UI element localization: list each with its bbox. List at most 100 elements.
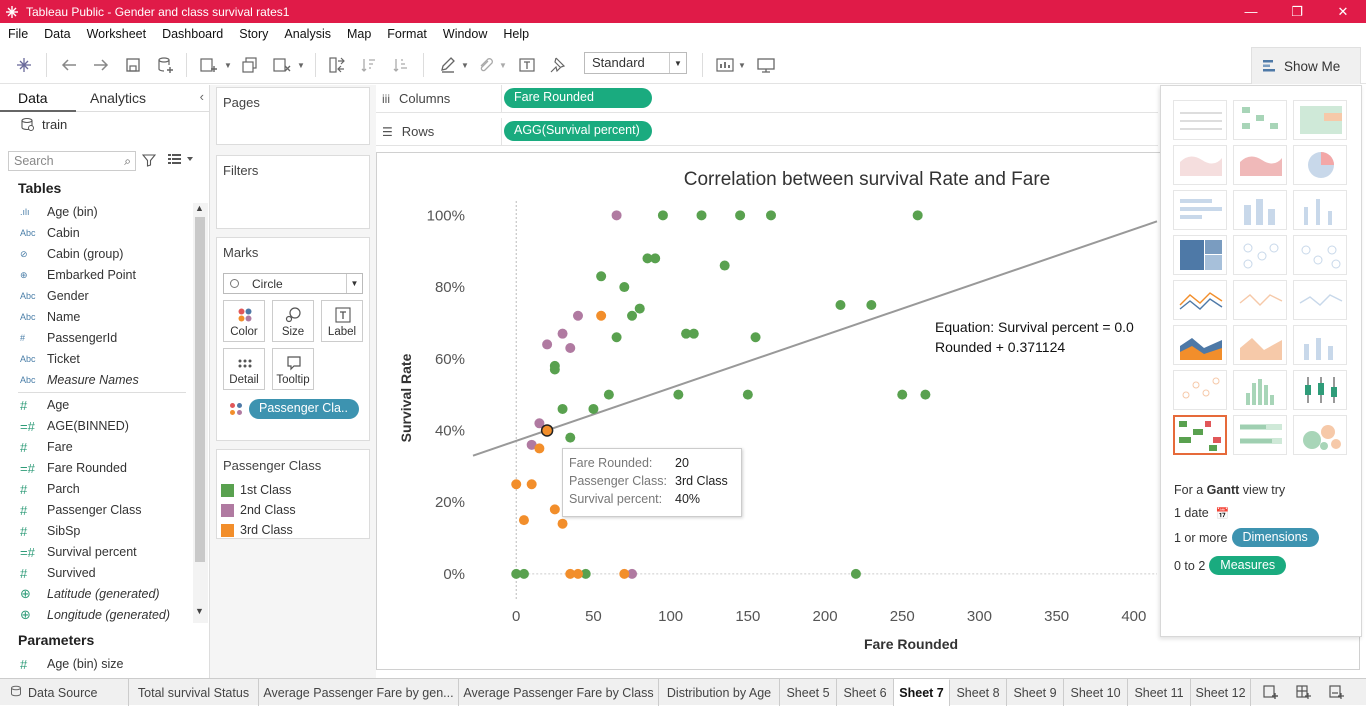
- show-me-packed-bubbles[interactable]: [1293, 415, 1347, 455]
- show-me-treemap[interactable]: [1173, 235, 1227, 275]
- show-me-button[interactable]: Show Me: [1251, 47, 1361, 84]
- collapse-pane-icon[interactable]: ‹: [199, 89, 204, 104]
- new-worksheet-dropdown-icon[interactable]: ▼: [224, 60, 232, 70]
- scroll-down-icon[interactable]: ▼: [195, 606, 204, 616]
- show-me-box-and-whisker[interactable]: [1293, 370, 1347, 410]
- sheet-tab[interactable]: Distribution by Age: [659, 679, 780, 706]
- sheet-tab[interactable]: Sheet 11: [1128, 679, 1191, 706]
- show-me-side-by-side-circles[interactable]: [1293, 235, 1347, 275]
- group-members-icon[interactable]: [474, 54, 496, 76]
- field-item[interactable]: ⊕ Latitude (generated): [20, 584, 190, 604]
- tab-data[interactable]: Data: [18, 90, 48, 106]
- rows-drop-zone[interactable]: AGG(Survival percent): [501, 118, 1158, 146]
- show-me-highlight-table[interactable]: [1293, 100, 1347, 140]
- pages-card[interactable]: Pages: [216, 87, 370, 145]
- close-button[interactable]: ✕: [1337, 3, 1349, 19]
- menu-data[interactable]: Data: [44, 27, 71, 41]
- show-me-symbol-map[interactable]: [1173, 145, 1227, 185]
- filter-icon[interactable]: [141, 153, 157, 170]
- show-me-heat-map[interactable]: [1233, 100, 1287, 140]
- sheet-tab[interactable]: Sheet 8: [950, 679, 1007, 706]
- menu-help[interactable]: Help: [503, 27, 530, 41]
- minimize-button[interactable]: —: [1244, 4, 1258, 19]
- show-me-lines-continuous[interactable]: [1173, 280, 1227, 320]
- show-me-histogram[interactable]: [1233, 370, 1287, 410]
- show-me-dual-combination[interactable]: [1293, 325, 1347, 365]
- show-me-horizontal-bars[interactable]: [1173, 190, 1227, 230]
- field-item[interactable]: # Passenger Class: [20, 500, 190, 520]
- view-list-icon[interactable]: [168, 153, 194, 168]
- sort-descending-icon[interactable]: [390, 54, 412, 76]
- show-me-area-discrete[interactable]: [1233, 325, 1287, 365]
- field-item[interactable]: # Fare: [20, 437, 190, 457]
- show-me-scatter-plot[interactable]: [1173, 370, 1227, 410]
- menu-format[interactable]: Format: [387, 27, 427, 41]
- menu-dashboard[interactable]: Dashboard: [162, 27, 224, 41]
- field-item[interactable]: # SibSp: [20, 521, 190, 541]
- new-story-tab-icon[interactable]: [1329, 684, 1345, 703]
- sheet-tab[interactable]: Sheet 10: [1064, 679, 1128, 706]
- sheet-tab[interactable]: Sheet 5: [780, 679, 837, 706]
- detail-button[interactable]: Detail: [223, 348, 265, 390]
- restore-button[interactable]: ❐: [1291, 3, 1303, 19]
- show-me-lines-discrete[interactable]: [1233, 280, 1287, 320]
- show-me-dual-lines[interactable]: [1293, 280, 1347, 320]
- sheet-tab[interactable]: Total survival Status: [129, 679, 259, 706]
- field-item[interactable]: Abc Measure Names: [20, 370, 190, 390]
- legend-item[interactable]: 2nd Class: [221, 501, 296, 519]
- show-me-circle-views[interactable]: [1233, 235, 1287, 275]
- field-item[interactable]: # Survived: [20, 563, 190, 583]
- show-me-filled-map[interactable]: [1233, 145, 1287, 185]
- show-cards-icon[interactable]: [714, 54, 736, 76]
- fare-rounded-pill[interactable]: Fare Rounded: [504, 88, 652, 108]
- legend-item[interactable]: 1st Class: [221, 481, 291, 499]
- passenger-class-color-pill[interactable]: Passenger Cla..: [249, 399, 359, 419]
- new-worksheet-tab-icon[interactable]: [1263, 684, 1279, 703]
- search-input[interactable]: Search ⌕: [8, 151, 136, 171]
- undo-icon[interactable]: [58, 54, 80, 76]
- duplicate-sheet-icon[interactable]: [240, 54, 262, 76]
- show-me-bullet-graph[interactable]: [1233, 415, 1287, 455]
- field-item[interactable]: # PassengerId: [20, 328, 190, 348]
- sheet-tab[interactable]: Sheet 12: [1191, 679, 1251, 706]
- menu-window[interactable]: Window: [442, 27, 488, 41]
- menu-worksheet[interactable]: Worksheet: [86, 27, 147, 41]
- clear-dropdown-icon[interactable]: ▼: [297, 60, 305, 70]
- sheet-tab[interactable]: Sheet 7: [894, 679, 950, 706]
- field-item[interactable]: =# AGE(BINNED): [20, 416, 190, 436]
- swap-rows-columns-icon[interactable]: [326, 54, 348, 76]
- clear-sheet-icon[interactable]: [271, 54, 293, 76]
- menu-analysis[interactable]: Analysis: [284, 27, 331, 41]
- tableau-home-icon[interactable]: [13, 54, 35, 76]
- show-me-area-continuous[interactable]: [1173, 325, 1227, 365]
- redo-icon[interactable]: [90, 54, 112, 76]
- save-icon[interactable]: [122, 54, 144, 76]
- menu-story[interactable]: Story: [239, 27, 269, 41]
- field-item[interactable]: # Age: [20, 395, 190, 415]
- sort-ascending-icon[interactable]: [358, 54, 380, 76]
- field-item[interactable]: ⊕ Longitude (generated): [20, 605, 190, 625]
- data-source-item[interactable]: train: [20, 117, 67, 132]
- group-dropdown-icon[interactable]: ▼: [499, 60, 507, 70]
- filters-card[interactable]: Filters: [216, 155, 370, 229]
- show-me-gantt-chart[interactable]: [1173, 415, 1227, 455]
- label-button[interactable]: Label: [321, 300, 363, 342]
- field-item[interactable]: ⊘ Cabin (group): [20, 244, 190, 264]
- field-item[interactable]: Abc Ticket: [20, 349, 190, 369]
- show-cards-dropdown-icon[interactable]: ▼: [738, 60, 746, 70]
- show-me-stacked-bars[interactable]: [1233, 190, 1287, 230]
- field-item[interactable]: # Age (bin) size: [20, 654, 190, 674]
- size-button[interactable]: Size: [272, 300, 314, 342]
- sheet-tab[interactable]: Sheet 6: [837, 679, 894, 706]
- legend-item[interactable]: 3rd Class: [221, 521, 293, 539]
- field-item[interactable]: Abc Cabin: [20, 223, 190, 243]
- field-item[interactable]: Abc Name: [20, 307, 190, 327]
- scatter-chart[interactable]: Correlation between survival Rate and Fa…: [377, 153, 1360, 670]
- show-me-pie-chart[interactable]: [1293, 145, 1347, 185]
- tab-data-source[interactable]: Data Source: [0, 679, 129, 706]
- new-dashboard-tab-icon[interactable]: [1296, 684, 1312, 703]
- presentation-mode-icon[interactable]: [755, 54, 777, 76]
- new-data-source-icon[interactable]: [154, 54, 176, 76]
- field-item[interactable]: =# Survival percent: [20, 542, 190, 562]
- fit-select[interactable]: Standard ▼: [584, 52, 687, 74]
